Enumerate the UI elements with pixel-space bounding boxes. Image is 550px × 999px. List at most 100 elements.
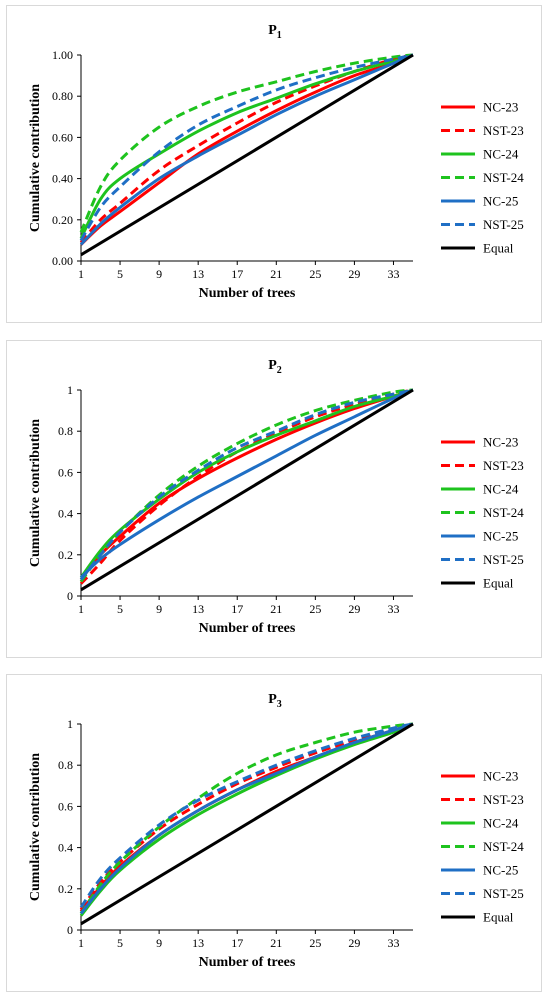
chart-title: P1 <box>268 23 282 41</box>
legend-label-equal: Equal <box>483 241 514 256</box>
x-tick-label: 17 <box>231 602 243 616</box>
legend-label-nc-25: NC-25 <box>483 194 518 209</box>
x-tick-label: 5 <box>117 267 123 281</box>
legend-label-nc-24: NC-24 <box>483 482 519 497</box>
x-tick-label: 21 <box>270 602 282 616</box>
chart-panel-p3: P3 0 0.2 0.4 0.6 0.8 1 1 5 9 13 17 21 25 29 33 Number of… <box>6 674 542 992</box>
series-line-nc-25 <box>79 722 414 915</box>
y-tick-label: 0.20 <box>52 213 73 227</box>
x-axis-title: Number of trees <box>199 286 296 301</box>
x-tick-label: 17 <box>231 267 243 281</box>
y-tick-label: 0.60 <box>52 130 73 144</box>
series-line-equal <box>80 722 414 926</box>
series-line-nst-24 <box>79 388 414 583</box>
x-tick-label: 29 <box>348 936 360 950</box>
y-axis-title: Cumulative contribution <box>28 753 43 901</box>
x-tick-label: 13 <box>192 936 204 950</box>
x-tick-label: 9 <box>156 602 162 616</box>
series-line-nc-25 <box>79 388 414 579</box>
chart-panel-p1: P1 0.00 0.20 0.40 0.60 0.80 1.00 1 5 9 13 17 21 25 29 3… <box>6 5 542 323</box>
x-tick-label: 33 <box>387 602 399 616</box>
series-line-equal <box>80 388 414 592</box>
x-tick-label: 25 <box>309 267 321 281</box>
x-tick-label: 29 <box>348 602 360 616</box>
x-tick-label: 1 <box>78 936 84 950</box>
x-tick-label: 25 <box>309 602 321 616</box>
chart-title-main: P <box>268 358 277 373</box>
y-tick-label: 0.2 <box>58 548 73 562</box>
legend-label-nst-24: NST-24 <box>483 839 524 854</box>
series-line-nst-23 <box>79 722 414 911</box>
x-tick-label: 25 <box>309 936 321 950</box>
legend-label-nst-25: NST-25 <box>483 217 524 232</box>
x-tick-label: 33 <box>387 936 399 950</box>
x-tick-label: 13 <box>192 267 204 281</box>
chart-svg-p1: P10.000.200.400.600.801.001 5 9 13 17 21 25 29 3… <box>28 23 524 301</box>
y-tick-label: 0.4 <box>58 841 73 855</box>
x-tick-label: 29 <box>348 267 360 281</box>
legend-label-equal: Equal <box>483 910 514 925</box>
x-tick-label: 5 <box>117 936 123 950</box>
y-tick-label: 0 <box>67 589 73 603</box>
x-tick-label: 21 <box>270 267 282 281</box>
y-tick-label: 0.2 <box>58 882 73 896</box>
y-tick-label: 0.6 <box>58 465 73 479</box>
legend-label-nst-23: NST-23 <box>483 792 524 807</box>
chart-svg-p2: P2 0 0.2 0.4 0.6 0.8 1 1 5 9 13 17 21 25 29 33 Number of… <box>28 358 524 636</box>
chart-title-main: P <box>268 23 277 38</box>
legend-label-nc-24: NC-24 <box>483 147 519 162</box>
x-tick-label: 9 <box>156 267 162 281</box>
legend-label-nc-23: NC-23 <box>483 100 518 115</box>
series-line-nst-24 <box>79 53 414 233</box>
series-line-nst-25 <box>79 722 414 909</box>
legend-label-nst-24: NST-24 <box>483 505 524 520</box>
chart-title-sub: 1 <box>277 30 282 41</box>
x-tick-label: 21 <box>270 936 282 950</box>
series-line-nc-24 <box>79 388 414 579</box>
chart-title-sub: 3 <box>277 699 282 710</box>
y-tick-label: 1 <box>67 383 73 397</box>
legend-label-equal: Equal <box>483 576 514 591</box>
x-tick-label: 17 <box>231 936 243 950</box>
legend-label-nst-23: NST-23 <box>483 458 524 473</box>
series-line-nc-25 <box>79 53 414 246</box>
series-line-nc-24 <box>79 53 414 239</box>
x-tick-label: 9 <box>156 936 162 950</box>
x-axis-title: Number of trees <box>199 621 296 636</box>
y-axis-title: Cumulative contribution <box>28 419 43 567</box>
x-tick-label: 1 <box>78 267 84 281</box>
legend-label-nc-25: NC-25 <box>483 863 518 878</box>
series-line-nc-23 <box>79 53 414 246</box>
x-tick-label: 1 <box>78 602 84 616</box>
series-line-nc-23 <box>79 722 414 913</box>
x-axis-title: Number of trees <box>199 955 296 970</box>
y-tick-label: 0.8 <box>58 424 73 438</box>
x-tick-label: 33 <box>387 267 399 281</box>
y-tick-label: 1.00 <box>52 48 73 62</box>
y-tick-label: 0 <box>67 923 73 937</box>
legend-label-nc-24: NC-24 <box>483 816 519 831</box>
series-line-nst-25 <box>79 53 414 242</box>
chart-title-main: P <box>268 692 277 707</box>
x-tick-label: 13 <box>192 602 204 616</box>
y-tick-label: 0.80 <box>52 89 73 103</box>
legend-label-nst-25: NST-25 <box>483 886 524 901</box>
chart-svg-p3: P3 0 0.2 0.4 0.6 0.8 1 1 5 9 13 17 21 25 29 33 Number of… <box>28 692 524 970</box>
y-tick-label: 0.4 <box>58 507 73 521</box>
y-axis-title: Cumulative contribution <box>28 84 43 232</box>
y-tick-label: 0.00 <box>52 254 73 268</box>
chart-title-sub: 2 <box>277 365 282 376</box>
y-tick-label: 0.40 <box>52 172 73 186</box>
legend-label-nc-25: NC-25 <box>483 529 518 544</box>
series-line-equal <box>80 53 414 257</box>
legend-label-nst-23: NST-23 <box>483 123 524 138</box>
chart-title: P2 <box>268 358 282 376</box>
legend-label-nst-25: NST-25 <box>483 552 524 567</box>
y-tick-label: 1 <box>67 717 73 731</box>
series-line-nst-25 <box>79 388 414 581</box>
series-line-nst-24 <box>79 722 414 915</box>
chart-panel-p2: P2 0 0.2 0.4 0.6 0.8 1 1 5 9 13 17 21 25 29 33 Number of… <box>6 340 542 658</box>
chart-title: P3 <box>268 692 282 710</box>
y-tick-label: 0.6 <box>58 799 73 813</box>
legend-label-nc-23: NC-23 <box>483 769 518 784</box>
